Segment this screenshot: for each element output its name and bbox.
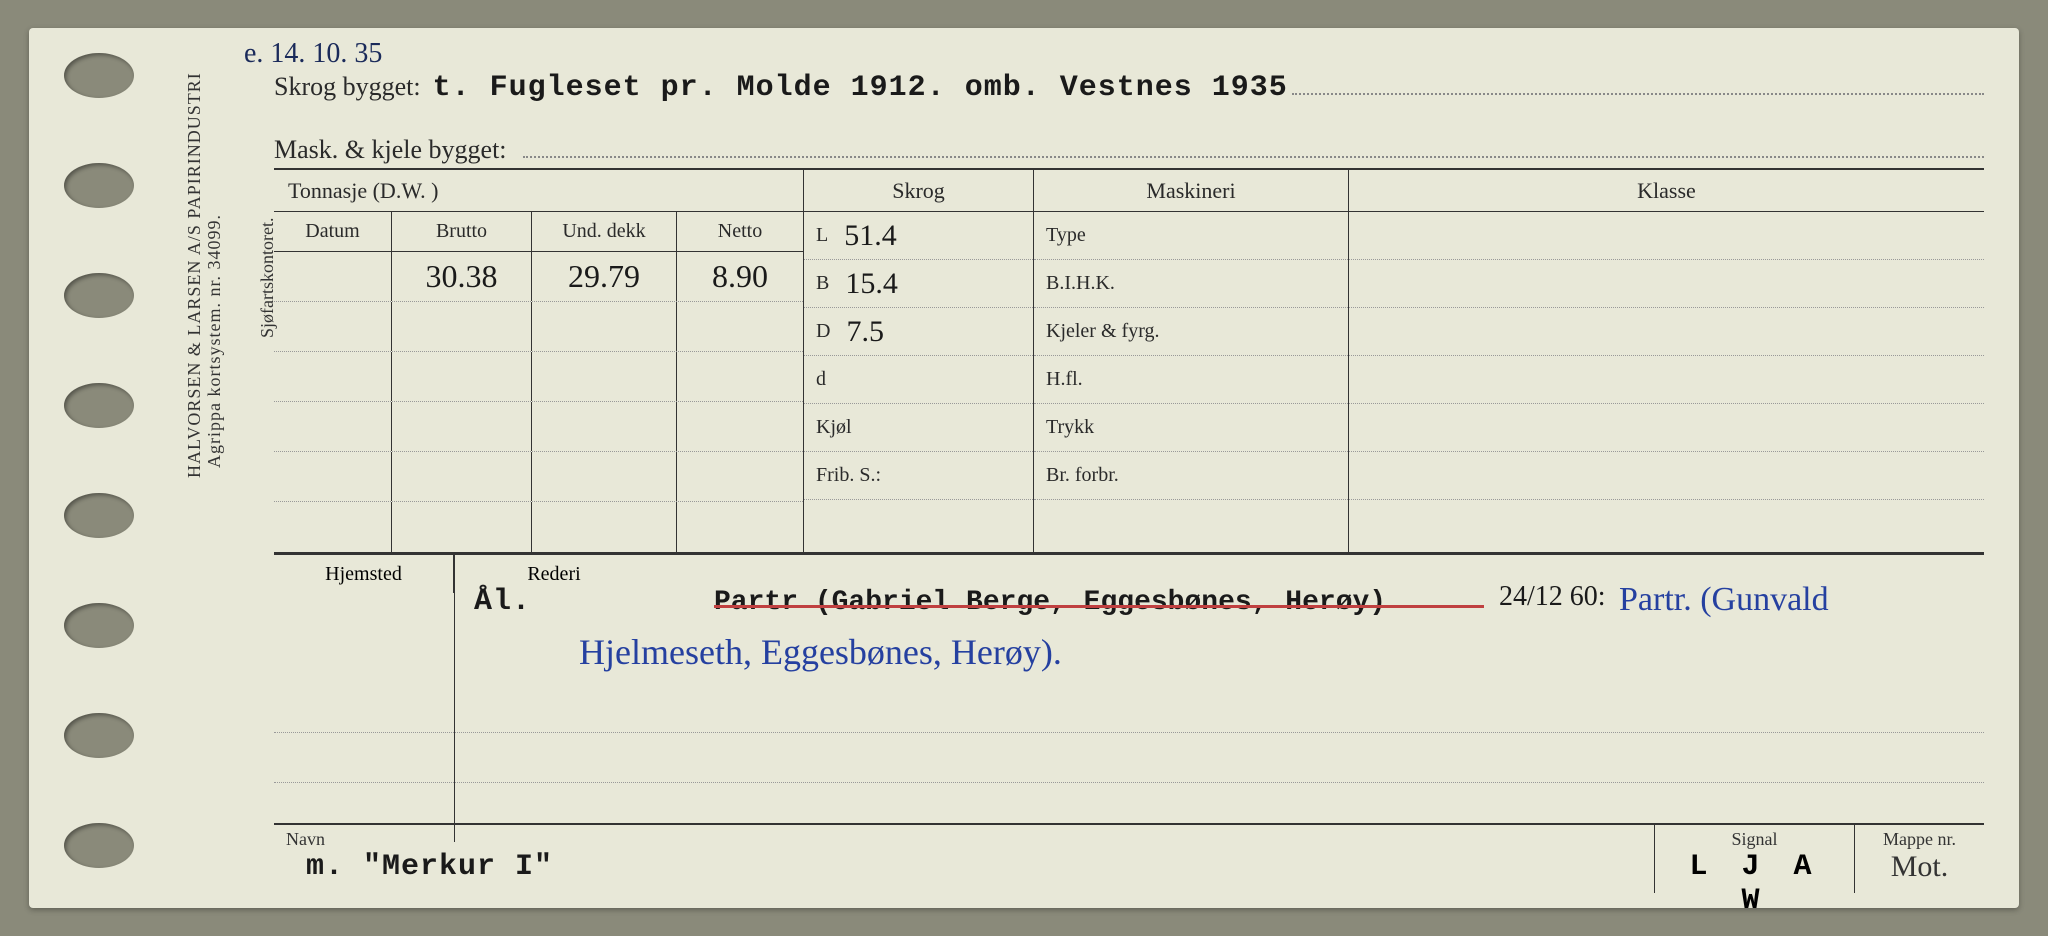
footer-signal: Signal L J A W: [1654, 825, 1854, 893]
maskineri-header: Maskineri: [1034, 170, 1348, 212]
footer-navn: Navn m. "Merkur I": [274, 825, 1654, 893]
table-row: [274, 502, 803, 552]
date-annotation: 24/12 60:: [1499, 581, 1606, 613]
hjemsted-value: Ål.: [474, 585, 531, 619]
klasse-row: [1349, 356, 1984, 404]
klasse-row: [1349, 260, 1984, 308]
dotted-fill: [1292, 77, 1984, 95]
th-netto: Netto: [677, 212, 803, 251]
punch-holes: [19, 28, 179, 908]
row-type: Type: [1034, 212, 1348, 260]
hole: [64, 823, 134, 868]
side-print-2: Agrippa kortsystem. nr. 34099.: [204, 214, 225, 468]
row-L: L 51.4: [804, 212, 1033, 260]
table-row: [274, 402, 803, 452]
hole: [64, 603, 134, 648]
top-annotation: e. 14. 10. 35: [244, 38, 382, 70]
row-frib: Frib. S.:: [804, 452, 1033, 500]
blue-script-1: Partr. (Gunvald: [1619, 581, 1829, 619]
mask-label: Mask. & kjele bygget:: [274, 135, 507, 165]
mask-bygget-row: Mask. & kjele bygget:: [274, 129, 1984, 171]
content-area: e. 14. 10. 35 Skrog bygget: t. Fugleset …: [274, 43, 1984, 893]
row-kjol: Kjøl: [804, 404, 1033, 452]
col-maskineri: Maskineri Type B.I.H.K. Kjeler & fyrg. H…: [1034, 170, 1349, 552]
th-datum: Datum: [274, 212, 392, 251]
table-row: 30.38 29.79 8.90: [274, 252, 803, 302]
row-empty: [1034, 500, 1348, 548]
hole: [64, 713, 134, 758]
row-bihk: B.I.H.K.: [1034, 260, 1348, 308]
footer-mappe: Mappe nr. Mot.: [1854, 825, 1984, 893]
col-klasse: Klasse: [1349, 170, 1984, 552]
row-kjeler: Kjeler & fyrg.: [1034, 308, 1348, 356]
side-print-1: HALVORSEN & LARSEN A/S PAPIRINDUSTRI: [184, 72, 205, 478]
blue-script-2: Hjelmeseth, Eggesbønes, Herøy).: [579, 631, 1062, 673]
col-skrog: Skrog L 51.4 B 15.4 D 7.5 d Kjøl Frib. S…: [804, 170, 1034, 552]
mappe-value: Mot.: [1863, 850, 1976, 884]
col-tonnasje: Tonnasje (D.W. ) Datum Brutto Und. dekk …: [274, 170, 804, 552]
klasse-row: [1349, 212, 1984, 260]
row-B: B 15.4: [804, 260, 1033, 308]
signal-value: L J A W: [1667, 850, 1842, 918]
hjemsted-label: Hjemsted: [274, 555, 454, 593]
klasse-row: [1349, 452, 1984, 500]
th-brutto: Brutto: [392, 212, 532, 251]
rederi-label: Rederi: [454, 563, 654, 586]
hr-body: Ål. Partr (Gabriel Berge, Eggesbønes, He…: [274, 593, 1984, 783]
footer: Navn m. "Merkur I" Signal L J A W Mappe …: [274, 823, 1984, 893]
klasse-row: [1349, 308, 1984, 356]
tonnasje-subheader: Datum Brutto Und. dekk Netto: [274, 212, 803, 252]
navn-value: m. "Merkur I": [306, 850, 1642, 884]
mappe-label: Mappe nr.: [1863, 829, 1976, 850]
row-hfl: H.fl.: [1034, 356, 1348, 404]
navn-label: Navn: [286, 829, 1642, 850]
index-card: HALVORSEN & LARSEN A/S PAPIRINDUSTRI Agr…: [29, 28, 2019, 908]
skrog-header: Skrog: [804, 170, 1033, 212]
cell-brutto: 30.38: [392, 252, 532, 301]
skrog-value: t. Fugleset pr. Molde 1912. omb. Vestnes…: [433, 71, 1288, 105]
cell-datum: [274, 252, 392, 301]
red-strike-line: [714, 605, 1484, 608]
hole: [64, 493, 134, 538]
cell-und: 29.79: [532, 252, 677, 301]
row-br: Br. forbr.: [1034, 452, 1348, 500]
row-trykk: Trykk: [1034, 404, 1348, 452]
klasse-row: [1349, 404, 1984, 452]
skrog-bygget-row: Skrog bygget: t. Fugleset pr. Molde 1912…: [274, 65, 1984, 111]
klasse-row: [1349, 500, 1984, 548]
row-empty: [804, 500, 1033, 548]
dotted-fill: [523, 140, 1984, 158]
hole: [64, 53, 134, 98]
row-d: d: [804, 356, 1033, 404]
signal-label: Signal: [1667, 829, 1842, 850]
table-row: [274, 352, 803, 402]
skrog-label: Skrog bygget:: [274, 72, 421, 102]
klasse-header: Klasse: [1349, 170, 1984, 212]
hole: [64, 273, 134, 318]
hole: [64, 163, 134, 208]
rederi-struck: Partr (Gabriel Berge, Eggesbønes, Herøy): [714, 587, 1386, 618]
hjemsted-section: Hjemsted Rederi Ål. Partr (Gabriel Berge…: [274, 553, 1984, 783]
th-und-dekk: Und. dekk: [532, 212, 677, 251]
main-table: Tonnasje (D.W. ) Datum Brutto Und. dekk …: [274, 168, 1984, 553]
dotted-rows: [274, 683, 1984, 783]
row-D: D 7.5: [804, 308, 1033, 356]
tonnasje-header: Tonnasje (D.W. ): [274, 170, 803, 212]
table-row: [274, 452, 803, 502]
hole: [64, 383, 134, 428]
table-row: [274, 302, 803, 352]
cell-netto: 8.90: [677, 252, 803, 301]
